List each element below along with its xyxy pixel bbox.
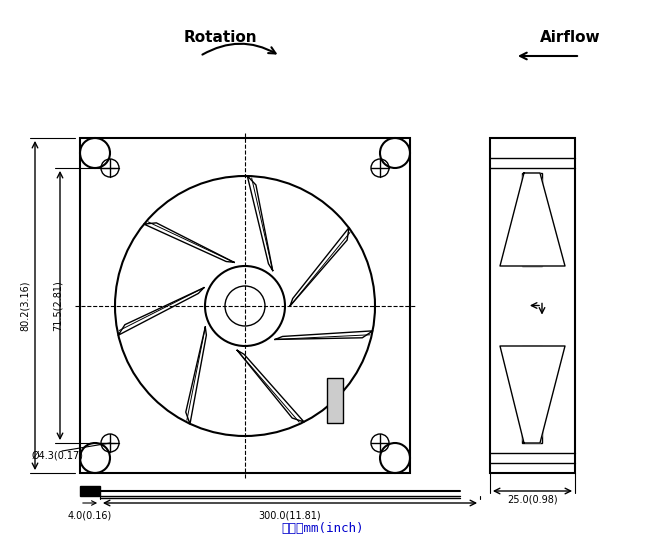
Polygon shape — [500, 173, 565, 266]
Text: 单位：mm(inch): 单位：mm(inch) — [281, 522, 364, 534]
Polygon shape — [500, 346, 565, 443]
Text: 71.5(2.81): 71.5(2.81) — [53, 280, 63, 331]
Text: Rotation: Rotation — [183, 31, 257, 45]
Text: Airflow: Airflow — [540, 31, 600, 45]
Text: 25.0(0.98): 25.0(0.98) — [507, 495, 558, 505]
Text: Ø4.3(0.17): Ø4.3(0.17) — [32, 450, 84, 460]
Bar — [80, 138, 410, 473]
Text: 4.0(0.16): 4.0(0.16) — [68, 510, 112, 520]
Bar — [522, 346, 542, 443]
Text: 80.2(3.16): 80.2(3.16) — [20, 280, 30, 331]
Bar — [522, 173, 542, 266]
Bar — [490, 138, 575, 473]
Text: 300.0(11.81): 300.0(11.81) — [259, 510, 322, 520]
Bar — [327, 378, 343, 423]
Bar — [80, 486, 100, 496]
